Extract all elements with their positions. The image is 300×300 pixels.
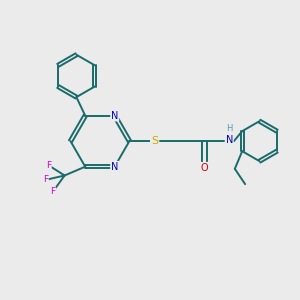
Text: H: H (226, 124, 232, 133)
Text: N: N (111, 111, 118, 121)
Text: N: N (111, 162, 118, 172)
Text: O: O (201, 163, 208, 173)
Text: N: N (226, 135, 233, 145)
Text: S: S (151, 136, 158, 146)
Text: F: F (46, 161, 51, 170)
Text: F: F (43, 176, 48, 184)
Text: F: F (50, 187, 56, 196)
